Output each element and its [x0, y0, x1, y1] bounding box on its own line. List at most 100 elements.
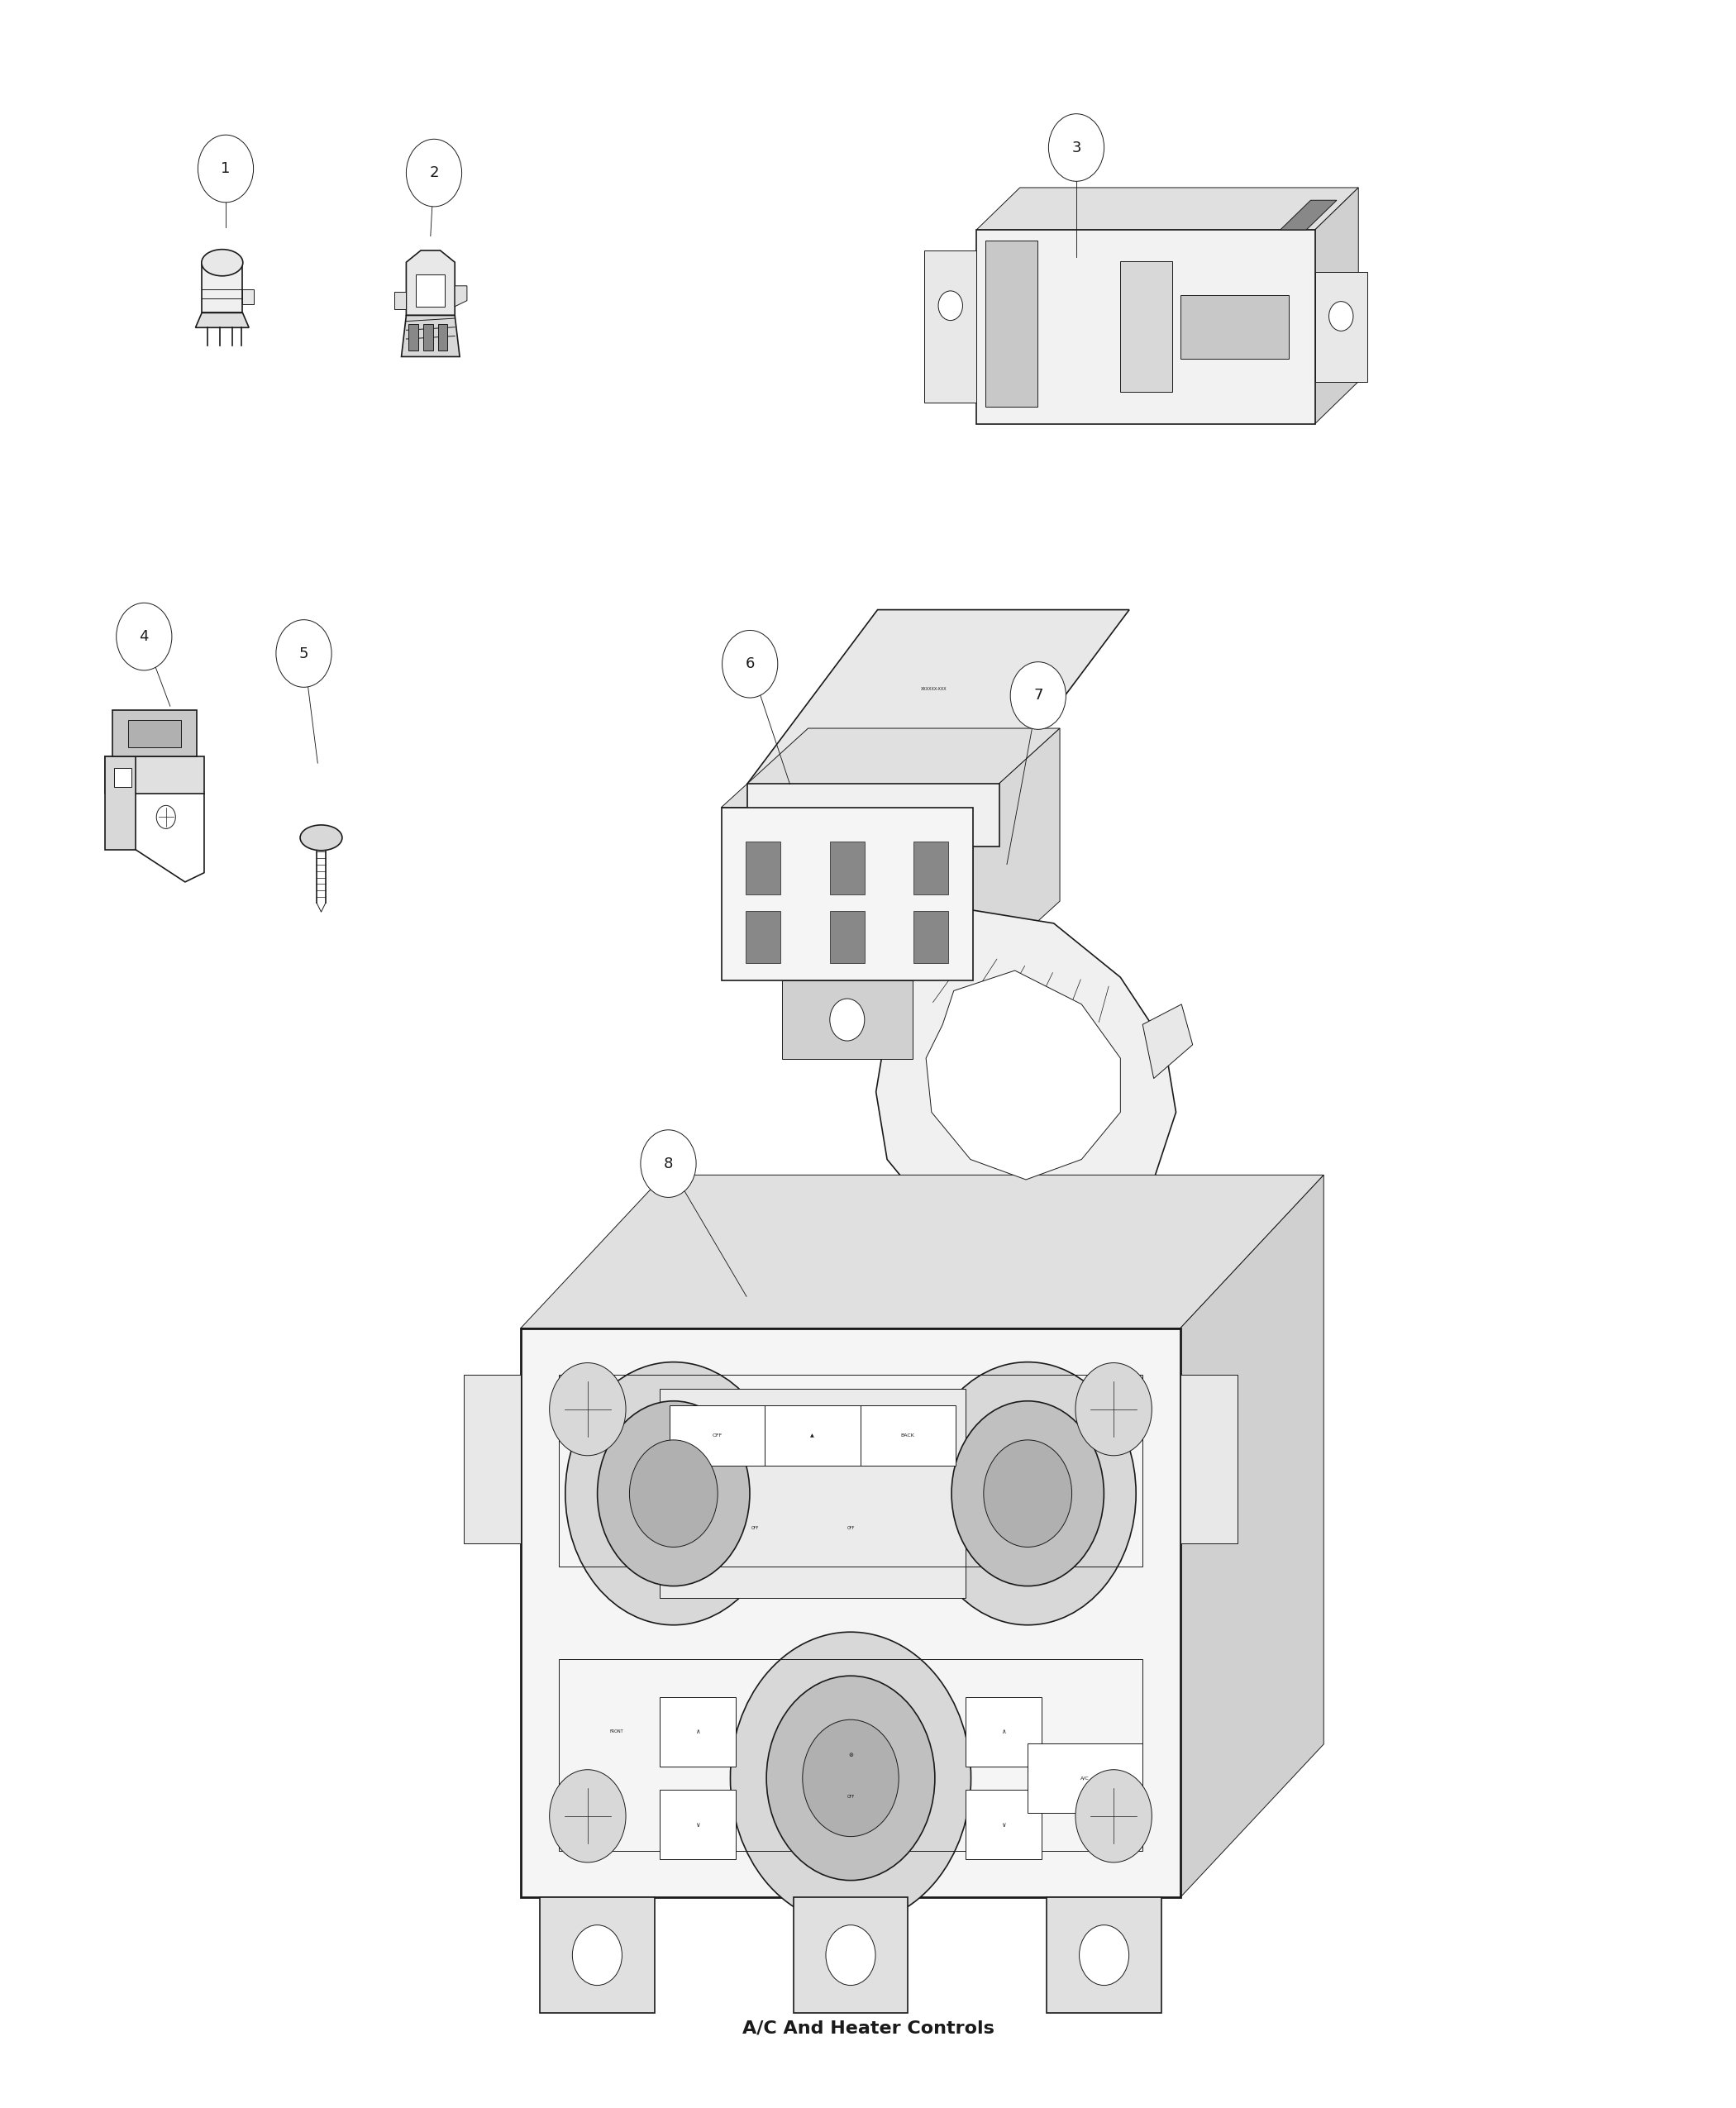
Text: OFF: OFF [847, 1794, 854, 1798]
Polygon shape [793, 1897, 908, 2013]
Polygon shape [1120, 261, 1172, 392]
Polygon shape [113, 710, 196, 757]
Circle shape [566, 1362, 781, 1625]
Polygon shape [660, 1389, 965, 1598]
Polygon shape [464, 1374, 521, 1543]
Circle shape [731, 1632, 970, 1925]
Circle shape [1075, 1362, 1153, 1455]
Circle shape [597, 1402, 750, 1585]
Polygon shape [201, 264, 243, 312]
Polygon shape [746, 609, 1128, 784]
Text: ∧: ∧ [1002, 1729, 1005, 1735]
Polygon shape [104, 757, 205, 795]
Circle shape [920, 1362, 1135, 1625]
Polygon shape [437, 325, 448, 350]
Polygon shape [1316, 188, 1359, 424]
Polygon shape [986, 240, 1038, 407]
Polygon shape [976, 188, 1359, 230]
Polygon shape [1047, 1897, 1161, 2013]
Ellipse shape [201, 249, 243, 276]
Text: 1: 1 [220, 160, 231, 177]
Polygon shape [394, 291, 406, 310]
Circle shape [722, 630, 778, 698]
Text: 6: 6 [745, 656, 755, 672]
Polygon shape [781, 980, 913, 1060]
Circle shape [802, 1720, 899, 1836]
Text: OFF: OFF [712, 1433, 722, 1438]
Polygon shape [1142, 1003, 1193, 1079]
Polygon shape [196, 312, 248, 327]
Text: ∨: ∨ [696, 1821, 700, 1828]
Polygon shape [660, 1790, 736, 1859]
Text: 3: 3 [1071, 139, 1082, 156]
Polygon shape [924, 251, 976, 403]
Polygon shape [925, 970, 1120, 1180]
Polygon shape [401, 316, 460, 356]
Circle shape [766, 1676, 936, 1880]
Circle shape [276, 620, 332, 687]
Circle shape [826, 1925, 875, 1986]
Polygon shape [668, 1406, 764, 1465]
Circle shape [1330, 301, 1354, 331]
Circle shape [1080, 1925, 1128, 1986]
Circle shape [406, 139, 462, 207]
Circle shape [549, 1362, 627, 1455]
Text: ▲: ▲ [811, 1433, 814, 1438]
Polygon shape [1028, 1743, 1142, 1813]
Polygon shape [746, 841, 781, 894]
Text: OFF: OFF [752, 1526, 759, 1530]
Text: ⊛: ⊛ [849, 1752, 852, 1758]
Text: OFF: OFF [847, 1526, 854, 1530]
Polygon shape [660, 1697, 736, 1767]
Text: A/C: A/C [1080, 1777, 1090, 1779]
Polygon shape [1281, 200, 1337, 230]
Polygon shape [764, 1406, 861, 1465]
Polygon shape [861, 1406, 955, 1465]
Polygon shape [965, 1790, 1042, 1859]
Polygon shape [455, 287, 467, 306]
Polygon shape [521, 1328, 1180, 1897]
Polygon shape [115, 769, 132, 786]
Circle shape [573, 1925, 621, 1986]
Polygon shape [972, 729, 1059, 980]
Text: 7: 7 [1033, 687, 1043, 704]
Text: 8: 8 [663, 1155, 674, 1172]
Text: A/C And Heater Controls: A/C And Heater Controls [741, 2019, 995, 2036]
Circle shape [951, 1402, 1104, 1585]
Text: BACK: BACK [901, 1433, 915, 1438]
Circle shape [116, 603, 172, 670]
Polygon shape [1180, 295, 1288, 358]
Text: XXXXXX-XXX: XXXXXX-XXX [920, 687, 948, 691]
Polygon shape [965, 1697, 1042, 1767]
Polygon shape [1180, 1174, 1323, 1897]
Text: 4: 4 [139, 628, 149, 645]
Polygon shape [722, 807, 972, 980]
Text: 5: 5 [299, 645, 309, 662]
Circle shape [641, 1130, 696, 1197]
Polygon shape [913, 841, 948, 894]
Ellipse shape [300, 824, 342, 850]
Polygon shape [913, 911, 948, 963]
Text: 2: 2 [429, 164, 439, 181]
Circle shape [1010, 662, 1066, 729]
Polygon shape [976, 230, 1316, 424]
Polygon shape [830, 911, 865, 963]
Circle shape [1049, 114, 1104, 181]
Polygon shape [1316, 272, 1368, 382]
Circle shape [937, 291, 962, 320]
Polygon shape [408, 325, 418, 350]
Polygon shape [746, 784, 1000, 847]
Polygon shape [830, 841, 865, 894]
Polygon shape [540, 1897, 654, 2013]
Polygon shape [746, 911, 781, 963]
Polygon shape [104, 757, 135, 850]
Text: FRONT: FRONT [609, 1731, 623, 1733]
Circle shape [830, 999, 865, 1041]
Polygon shape [243, 289, 253, 304]
Polygon shape [406, 251, 455, 316]
Circle shape [984, 1440, 1071, 1547]
Polygon shape [877, 911, 1175, 1248]
Text: ∧: ∧ [696, 1729, 700, 1735]
Text: REAR: REAR [611, 1823, 621, 1826]
Polygon shape [1180, 1374, 1238, 1543]
